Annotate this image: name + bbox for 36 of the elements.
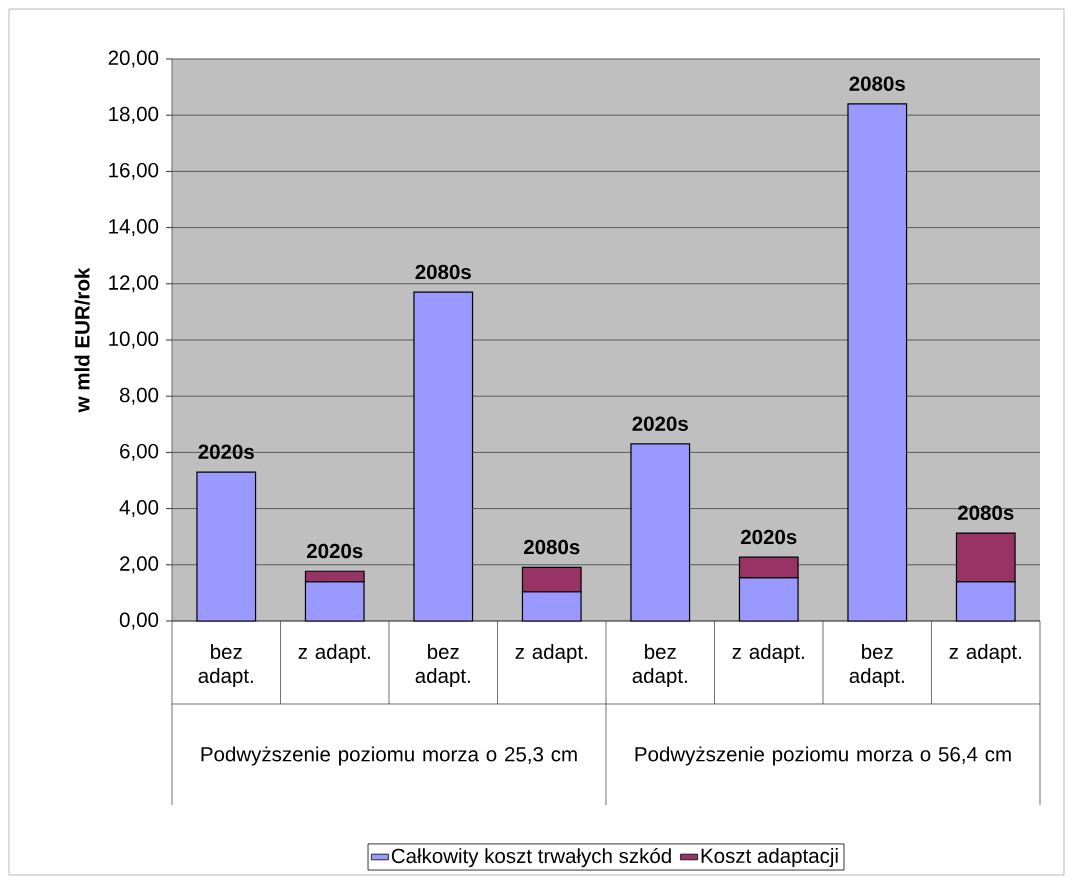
text: Podwyższenie poziomu morza o 25,3 cm — [201, 746, 577, 766]
annotation: 2020s — [740, 529, 797, 545]
annotation: 2080s — [523, 539, 580, 555]
y-tick-label: 14,00 — [109, 219, 159, 237]
annotation: 2080s — [849, 76, 905, 91]
bar — [847, 103, 908, 622]
x-tick-label: z adapt. — [298, 644, 370, 664]
x-tick-label: bez adapt. — [198, 644, 253, 688]
y-tick-label: 18,00 — [109, 106, 159, 124]
annotation: 2020s — [198, 444, 254, 460]
annotation: 2020s — [632, 416, 688, 431]
x-tick-label: z adapt. — [732, 644, 804, 664]
y-axis-title: w mld EUR/rok — [74, 267, 90, 413]
bar — [413, 291, 474, 622]
bar — [630, 443, 691, 622]
y-tick-label: 6,00 — [120, 443, 159, 461]
legend-label: Całkowity koszt trwałych szkód — [391, 847, 671, 868]
y-tick-label: 16,00 — [109, 162, 159, 180]
y-tick-label: 4,00 — [119, 500, 159, 518]
x-tick-label: z adapt. — [515, 644, 587, 664]
y-tick-label: 10,00 — [109, 331, 159, 349]
y-tick-label: 8,00 — [119, 387, 159, 405]
x-tick-label: bez adapt. — [849, 644, 904, 688]
annotation: 2080s — [415, 264, 471, 280]
annotation: 2080s — [957, 505, 1014, 520]
bar — [196, 471, 257, 622]
x-tick-label: bez adapt. — [632, 644, 687, 688]
y-tick-label: 0,00 — [119, 612, 159, 630]
annotation: 2020s — [306, 543, 363, 559]
y-tick-label: 2,00 — [120, 556, 159, 574]
y-tick-label: 20,00 — [108, 50, 159, 68]
text: Podwyższenie poziomu morza o 56,4 cm — [635, 746, 1011, 766]
y-tick-label: 12,00 — [109, 275, 159, 293]
x-tick-label: bez adapt. — [415, 644, 470, 688]
legend-label: Koszt adaptacji — [701, 848, 838, 868]
x-tick-label: z adapt. — [949, 644, 1021, 664]
